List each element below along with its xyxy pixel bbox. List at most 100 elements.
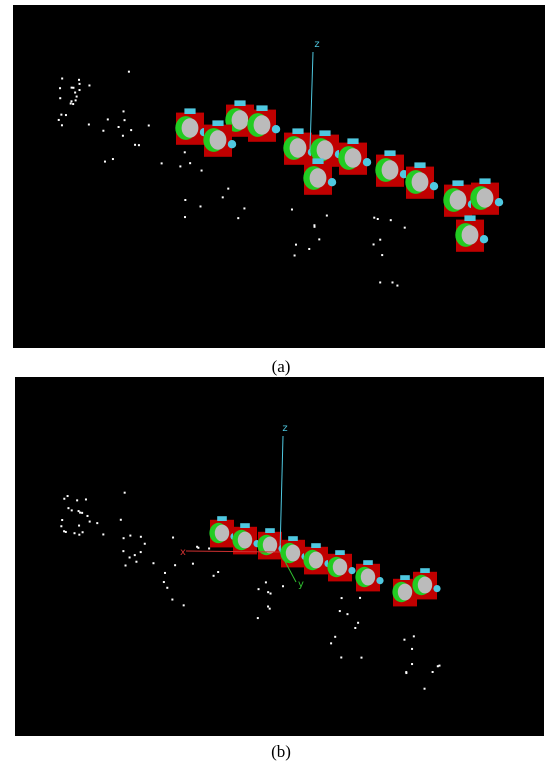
- sensor: [433, 585, 440, 592]
- sensor: [400, 575, 410, 580]
- sensor: [212, 120, 223, 126]
- sensor: [348, 567, 355, 574]
- marker-dot: [354, 627, 356, 629]
- joint-disk: [462, 225, 479, 245]
- marker-dot: [124, 492, 126, 494]
- marker-dot: [104, 161, 106, 163]
- marker-dot: [79, 83, 81, 85]
- caption: (a): [272, 357, 291, 376]
- joint-disk: [477, 188, 494, 208]
- marker-dot: [346, 613, 348, 615]
- marker-dot: [192, 563, 194, 565]
- marker-dot: [405, 671, 407, 673]
- sensor: [265, 528, 275, 533]
- marker-dot: [282, 585, 284, 587]
- joint-disk: [418, 577, 432, 594]
- joint-disk: [263, 537, 277, 554]
- marker-dot: [359, 597, 361, 599]
- marker-dot: [295, 244, 297, 246]
- marker-dot: [318, 238, 320, 240]
- marker-dot: [267, 605, 269, 607]
- joint-disk: [450, 190, 467, 210]
- marker-dot: [163, 581, 165, 583]
- marker-dot: [124, 119, 126, 121]
- marker-dot: [74, 532, 76, 534]
- marker-dot: [102, 130, 104, 132]
- joint-disk: [254, 115, 271, 135]
- marker-dot: [63, 530, 65, 532]
- marker-dot: [179, 165, 181, 167]
- sensor: [184, 108, 195, 114]
- marker-dot: [391, 281, 393, 283]
- sensor: [480, 235, 488, 243]
- marker-dot: [70, 103, 72, 105]
- sensor: [319, 130, 330, 136]
- marker-dot: [411, 648, 413, 650]
- marker-dot: [199, 205, 201, 207]
- sensor: [420, 568, 430, 573]
- marker-dot: [59, 97, 61, 99]
- marker-dot: [171, 599, 173, 601]
- sensor: [272, 125, 280, 133]
- marker-dot: [424, 688, 426, 690]
- marker-dot: [438, 665, 440, 667]
- marker-dot: [122, 550, 124, 552]
- marker-dot: [313, 226, 315, 228]
- marker-dot: [129, 535, 131, 537]
- sensor: [495, 198, 503, 206]
- marker-dot: [201, 170, 203, 172]
- marker-dot: [340, 656, 342, 658]
- marker-dot: [61, 519, 63, 521]
- joint-disk: [286, 545, 300, 562]
- marker-dot: [118, 126, 120, 128]
- marker-dot: [341, 597, 343, 599]
- sensor: [234, 100, 245, 106]
- marker-dot: [78, 510, 80, 512]
- sensor: [217, 516, 227, 521]
- marker-dot: [72, 103, 74, 105]
- marker-dot: [65, 531, 67, 533]
- marker-dot: [112, 158, 114, 160]
- marker-dot: [373, 217, 375, 219]
- marker-dot: [123, 110, 125, 112]
- marker-dot: [403, 639, 405, 641]
- marker-dot: [404, 227, 406, 229]
- marker-dot: [258, 588, 260, 590]
- sensor: [292, 128, 303, 134]
- marker-dot: [120, 519, 122, 521]
- marker-dot: [294, 254, 296, 256]
- joint-disk: [398, 584, 412, 601]
- sensor: [347, 138, 358, 144]
- axis-label: z: [282, 423, 287, 434]
- marker-dot: [339, 610, 341, 612]
- marker-dot: [270, 593, 272, 595]
- marker-dot: [396, 285, 398, 287]
- axis-label: z: [314, 39, 319, 50]
- marker-dot: [107, 118, 109, 120]
- marker-dot: [222, 196, 224, 198]
- marker-dot: [102, 533, 104, 535]
- sensor: [228, 140, 236, 148]
- joint-disk: [182, 118, 199, 138]
- marker-dot: [134, 144, 136, 146]
- joint-disk: [361, 569, 375, 586]
- marker-dot: [85, 498, 87, 500]
- joint-disk: [290, 138, 307, 158]
- marker-dot: [67, 495, 69, 497]
- marker-dot: [184, 151, 186, 153]
- marker-dot: [88, 123, 90, 125]
- marker-dot: [122, 135, 124, 137]
- marker-dot: [78, 525, 80, 527]
- marker-dot: [243, 207, 245, 209]
- marker-dot: [78, 79, 80, 81]
- marker-dot: [411, 663, 413, 665]
- marker-dot: [334, 636, 336, 638]
- marker-dot: [79, 89, 81, 91]
- marker-dot: [257, 617, 259, 619]
- marker-dot: [379, 239, 381, 241]
- marker-dot: [134, 554, 136, 556]
- joint-disk: [210, 130, 227, 150]
- marker-dot: [265, 581, 267, 583]
- marker-dot: [184, 216, 186, 218]
- marker-dot: [373, 243, 375, 245]
